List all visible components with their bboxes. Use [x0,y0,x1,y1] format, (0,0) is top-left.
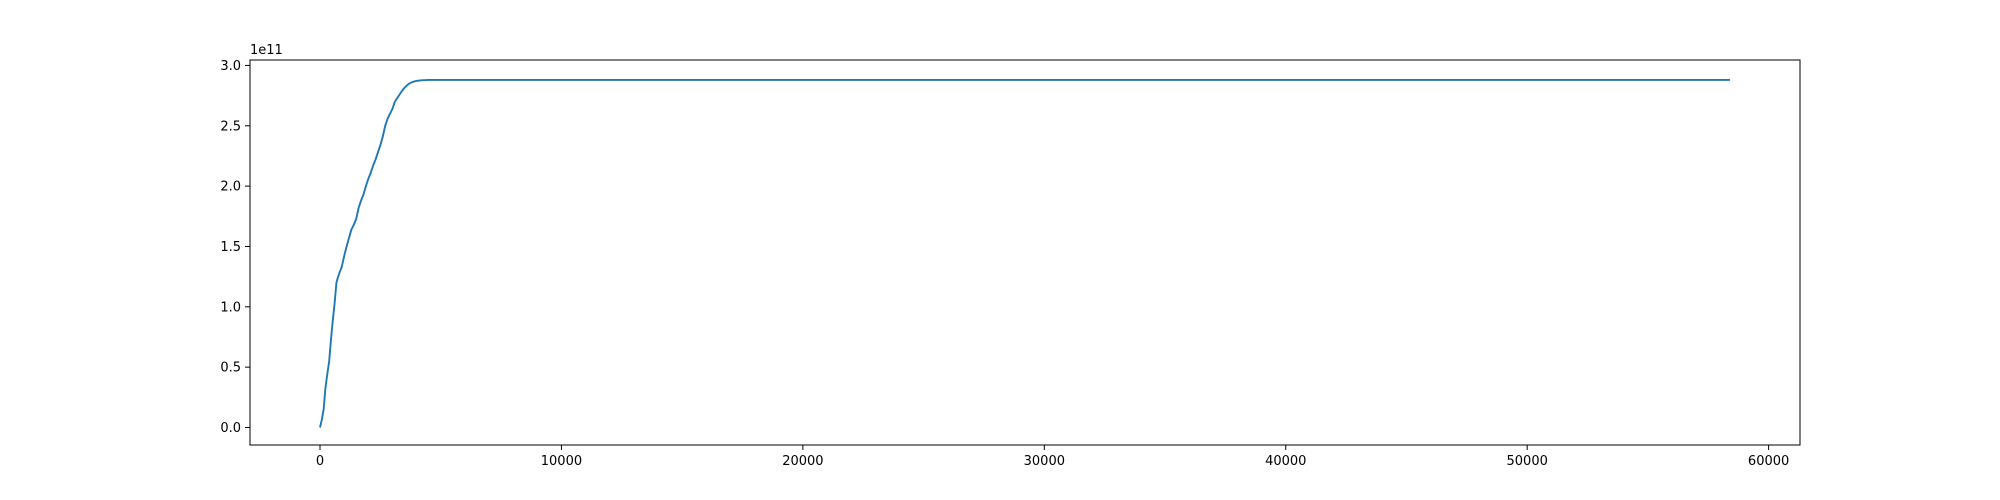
plot-area [319,78,1730,428]
y-tick-label: 2.0 [220,180,241,195]
y-axis-offset-label: 1e11 [250,43,283,58]
y-tick-label: 0.5 [220,361,241,376]
series-line-1 [319,78,1730,428]
x-tick-label: 60000 [1748,454,1789,469]
y-tick-label: 3.0 [220,59,241,74]
x-tick-label: 0 [316,454,324,469]
x-tick-label: 30000 [1024,454,1065,469]
y-tick-label: 2.5 [220,119,241,134]
axes-frame [249,59,1801,446]
y-tick-label: 1.5 [220,240,241,255]
y-tick-label: 1.0 [220,300,241,315]
x-tick-label: 40000 [1265,454,1306,469]
axes: 0 10000 20000 30000 40000 50000 60000 0.0 0.5 1.0… [220,59,1801,469]
y-tick-label: 0.0 [220,421,241,436]
x-tick-label: 50000 [1507,454,1548,469]
x-tick-label: 20000 [782,454,823,469]
x-tick-label: 10000 [541,454,582,469]
